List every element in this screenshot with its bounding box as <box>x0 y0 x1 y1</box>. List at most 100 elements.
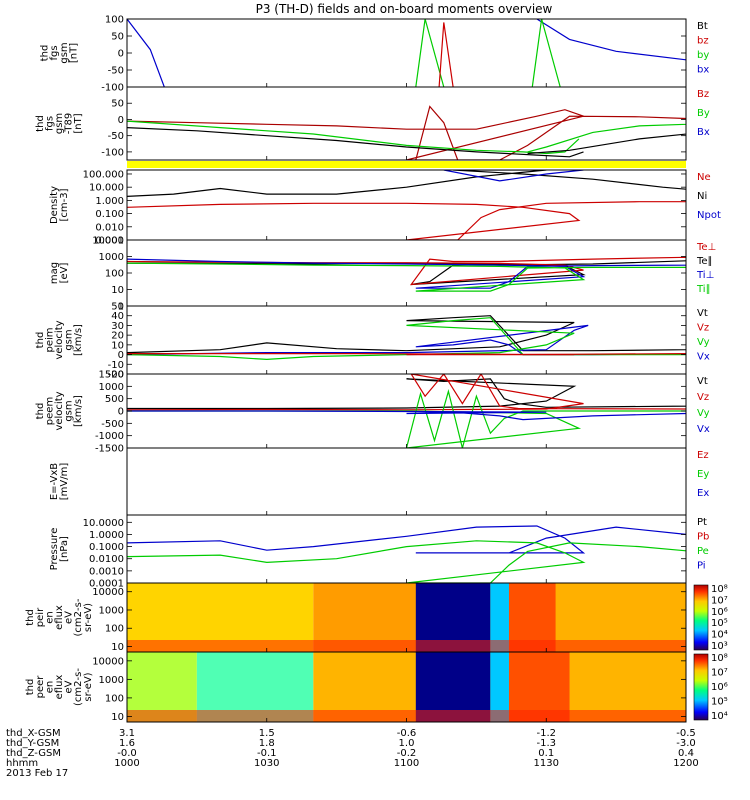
y-tick-label: 500 <box>105 394 124 405</box>
y-axis-label: [cm-3] <box>59 188 70 221</box>
panel-frame <box>126 18 687 88</box>
series-group <box>127 19 686 87</box>
y-tick-label: -100 <box>101 83 124 94</box>
y-tick-label: 10 <box>111 285 124 296</box>
y-axis-label: en <box>44 681 55 694</box>
legend-entry: Ni <box>697 191 707 202</box>
y-tick-label: 1500 <box>99 370 124 381</box>
series-line-vy <box>127 317 686 361</box>
panel-frame <box>126 447 687 516</box>
ephemeris-value: -0.5 <box>676 728 696 739</box>
ephemeris-value: -0.6 <box>397 728 417 739</box>
panel-4: 10000 1000 100 10 1 mag[eV] Te⊥ Te∥ Ti⊥ Ti∥ <box>49 236 716 313</box>
y-tick-label: 1.0000 <box>89 530 124 541</box>
series-line-pe <box>127 540 686 583</box>
series-line-ti∥ <box>127 262 686 292</box>
ephemeris-value: 1100 <box>394 758 419 769</box>
panel-3: 100.000 10.000 1.000 0.100 0.010 0.001 Density… <box>49 169 721 246</box>
y-tick-label: 0.0100 <box>89 554 124 565</box>
y-axis-label: [nPa] <box>59 536 70 562</box>
spectrogram-band <box>490 652 509 722</box>
y-axis-label: fgs <box>44 116 55 131</box>
ephemeris-table: thd_X-GSM 3.1 1.5 -0.6 -1.2 -0.5 thd_Y-GSM 1.6 1… <box>6 728 699 779</box>
colorbar-tick-label: 10⁸ <box>711 584 728 595</box>
panel-10: 10⁸ 10⁷ 10⁶ 10⁵ 10⁴ 10000 1000 100 10 thdpeerenef… <box>25 651 728 723</box>
legend-entry: bx <box>697 65 709 76</box>
legend-entry: Pt <box>697 517 707 528</box>
y-tick-label: 1 <box>118 302 124 313</box>
ephemeris-value: 1.5 <box>259 728 275 739</box>
y-axis-label: gsm <box>64 400 75 421</box>
y-tick-label: 1.000 <box>95 196 124 207</box>
panel-frame <box>126 514 687 584</box>
legend-entry: Pb <box>697 532 709 543</box>
spectrogram <box>127 652 686 722</box>
ephemeris-row-label: hhmm <box>6 758 38 769</box>
series-line-bx <box>536 19 686 81</box>
y-tick-label: 0.0010 <box>89 566 124 577</box>
legend-entry: Vx <box>697 424 710 435</box>
y-axis-label: [nT] <box>73 113 84 133</box>
series-line-npot <box>443 170 584 182</box>
legend-entry: Vy <box>697 337 710 348</box>
series-line-bt <box>127 127 584 158</box>
y-axis-label: gsm <box>54 113 65 134</box>
series-line-ni <box>127 170 686 197</box>
y-tick-label: 100 <box>105 624 124 635</box>
panels: 100500-50-100thdfgsgsm[nT]Btbzbybx500-50… <box>25 15 728 723</box>
y-tick-label: -20 <box>108 370 124 381</box>
ephemeris-value: -1.3 <box>536 738 556 749</box>
y-axis-label: mag <box>49 262 60 284</box>
y-tick-label: -100 <box>101 147 124 158</box>
colorbar-tick-label: 10⁶ <box>711 682 728 693</box>
ephemeris-value: 0.4 <box>678 748 694 759</box>
panel-7: E=-VxB[mV/m] Ez Ey Ex <box>49 447 709 516</box>
y-tick-label: 100 <box>105 693 124 704</box>
series-line-vz <box>127 353 686 356</box>
legend-entry: Ey <box>697 469 709 480</box>
series-line-pi <box>127 525 686 554</box>
series-line-vy <box>127 388 686 448</box>
colorbar-tick-label: 10⁸ <box>711 653 728 664</box>
ephemeris-value: -0.0 <box>117 748 137 759</box>
legend-entry: Vx <box>697 352 710 363</box>
panel-frame <box>126 239 687 307</box>
y-axis-label: thd <box>25 679 36 696</box>
series-line-by <box>415 19 445 87</box>
y-axis-label: sr-eV) <box>83 672 94 701</box>
series-line-vz <box>127 374 686 411</box>
legend-entry: Ex <box>697 488 709 499</box>
y-axis-label: peer <box>35 675 46 699</box>
legend-entry: Vy <box>697 408 710 419</box>
mode-bar <box>127 161 686 168</box>
y-tick-label: 0 <box>118 115 124 126</box>
series-line-by <box>531 19 561 87</box>
legend-entry: Vz <box>697 392 709 403</box>
legend-entry: By <box>697 108 710 119</box>
series-group <box>127 105 686 160</box>
y-axis-label: [km/s] <box>73 395 84 427</box>
colorbar <box>693 653 709 721</box>
y-axis-label: E=-VxB <box>49 463 60 500</box>
series-line-bt <box>527 122 686 155</box>
y-axis-label: thd <box>35 403 46 420</box>
y-axis-label: eV <box>64 680 75 693</box>
y-tick-label: 50 <box>111 302 124 313</box>
legend-entry: Bt <box>697 21 708 32</box>
y-tick-label: -10 <box>108 360 124 371</box>
figure-title: P3 (TH-D) fields and on-board moments ov… <box>256 2 553 16</box>
colorbar-tick-label: 10³ <box>711 641 728 652</box>
y-axis-label: velocity <box>54 391 65 430</box>
colorbar-tick-label: 10⁷ <box>711 595 728 606</box>
y-axis-label: sr-eV) <box>83 603 94 632</box>
y-tick-label: -50 <box>108 66 124 77</box>
legend-entry: Vt <box>697 376 708 387</box>
y-tick-label: 1000 <box>99 382 124 393</box>
ephemeris-value: -1.2 <box>536 728 556 739</box>
y-tick-label: 20 <box>111 331 124 342</box>
y-tick-label: -50 <box>108 131 124 142</box>
y-tick-label: 30 <box>111 321 124 332</box>
